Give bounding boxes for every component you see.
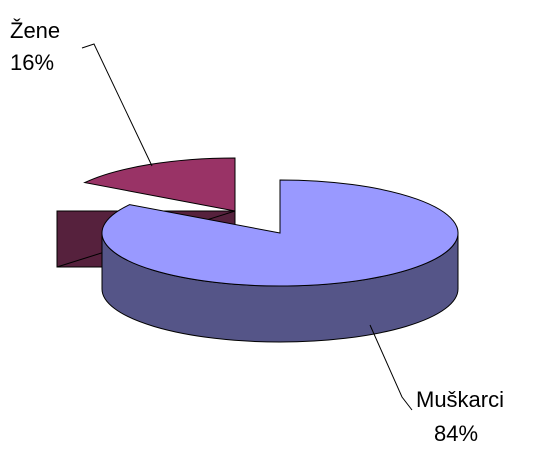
slice-value-muskarci: 84% bbox=[434, 421, 478, 446]
slice-muskarci bbox=[101, 179, 459, 287]
slice-zene bbox=[83, 157, 236, 212]
slice-value-zene: 16% bbox=[10, 50, 54, 75]
slice-label-muskarci: Muškarci bbox=[416, 387, 504, 412]
slice-muskarci-group bbox=[101, 179, 459, 343]
slice-label-zene: Žene bbox=[10, 18, 60, 43]
leader-line-zene bbox=[81, 43, 153, 167]
leader-line-muskarci bbox=[369, 324, 413, 411]
